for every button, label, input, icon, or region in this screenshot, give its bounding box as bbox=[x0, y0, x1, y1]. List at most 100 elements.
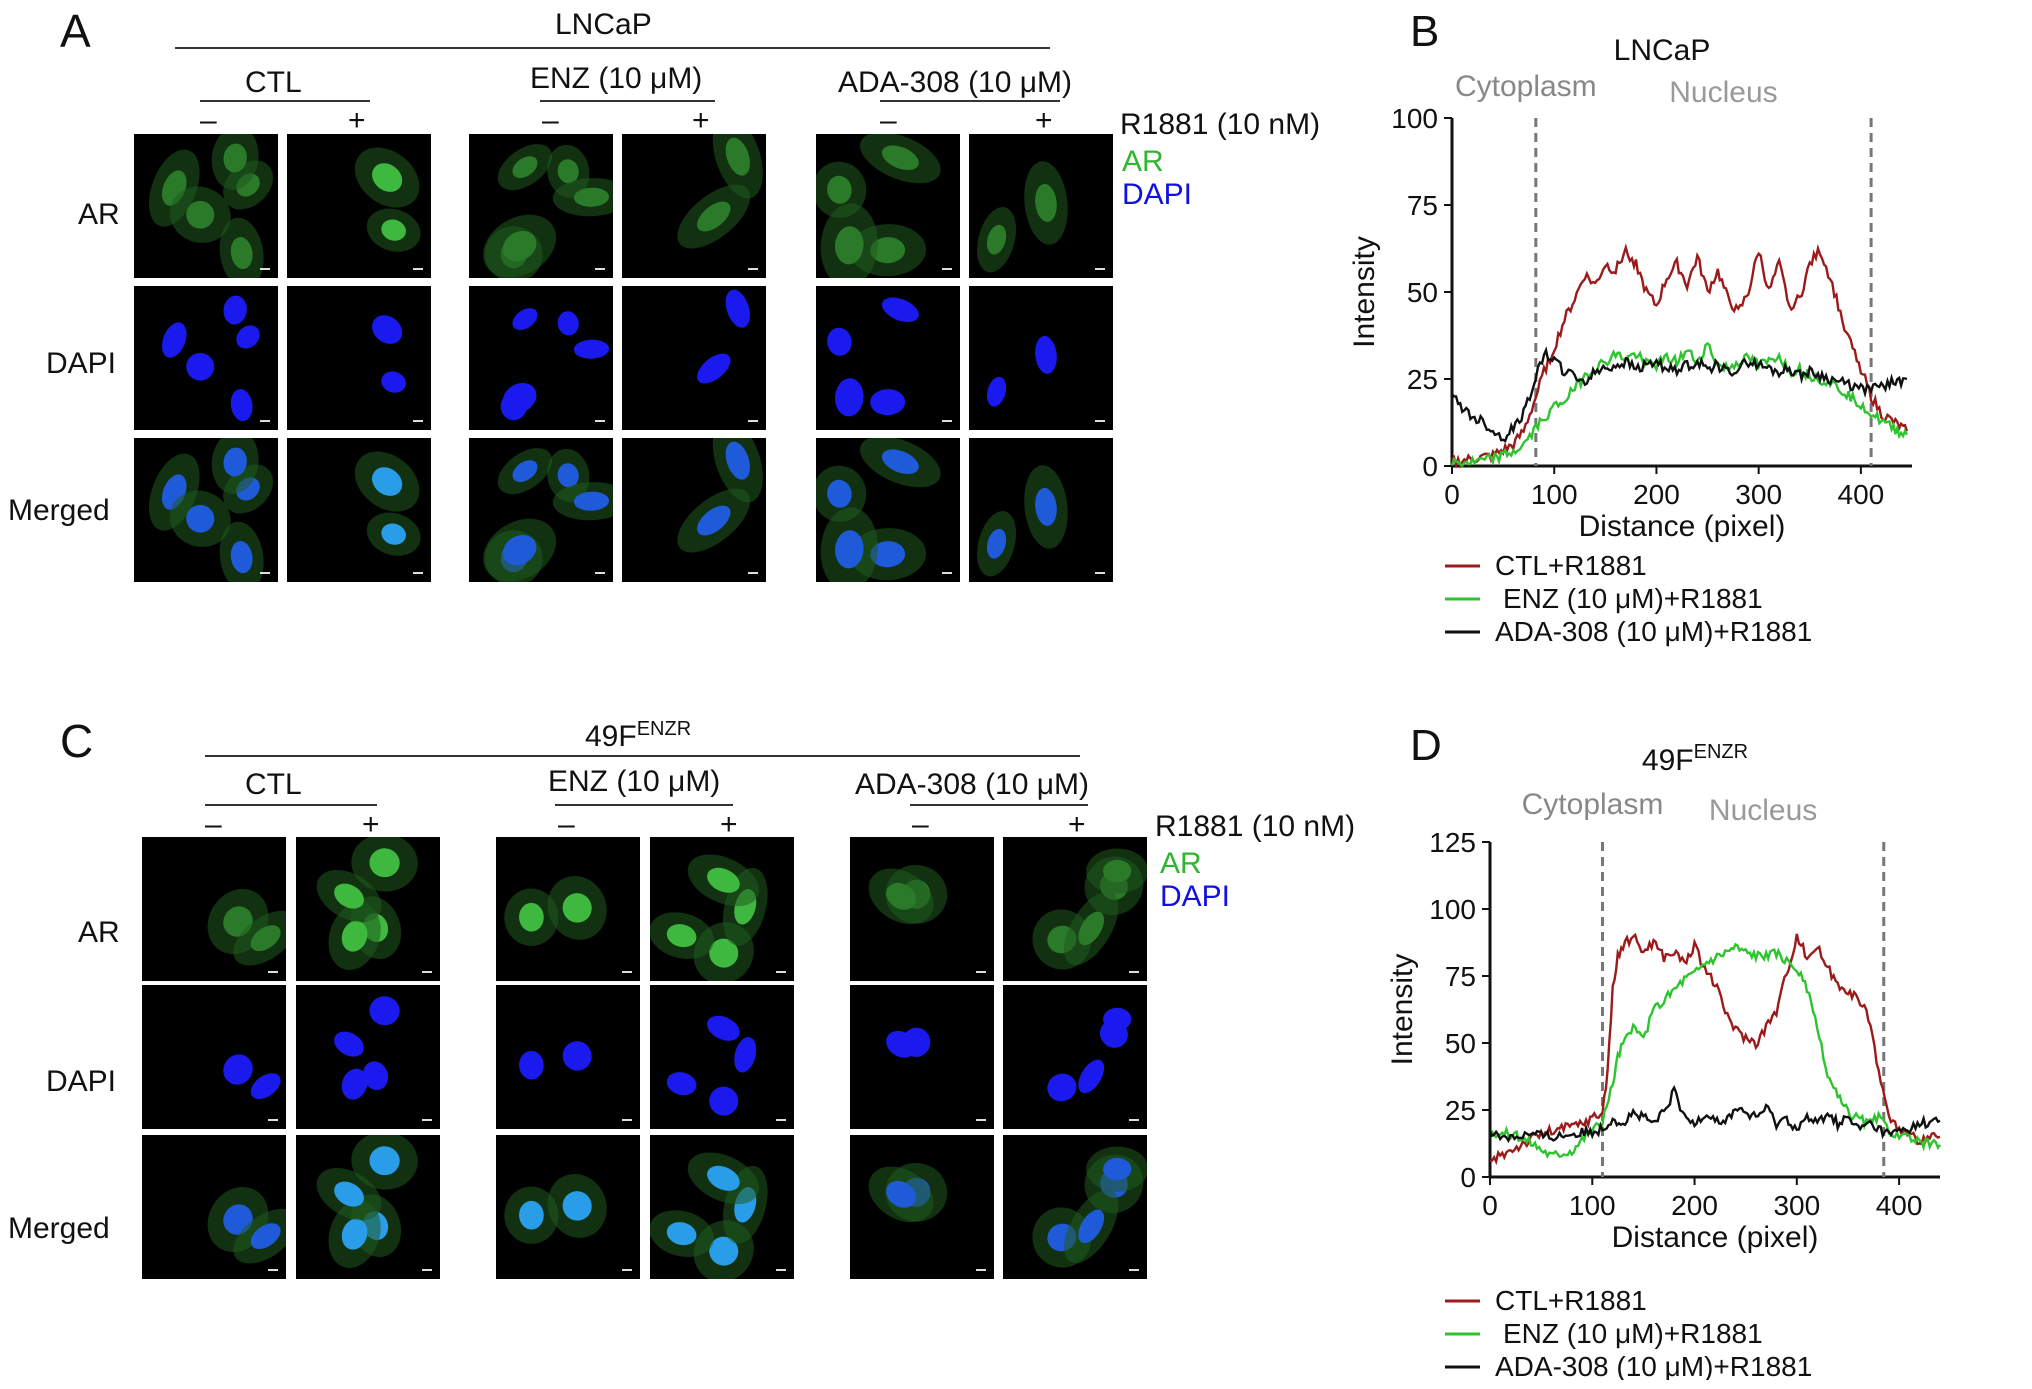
treatment-label: R1881 (10 nM) bbox=[1155, 810, 1356, 843]
group-bracket-ada bbox=[910, 804, 1088, 806]
row-label-ar: AR bbox=[78, 198, 120, 231]
y-tick-label: 50 bbox=[1407, 277, 1438, 308]
ar-micrograph bbox=[969, 134, 1113, 278]
cell-line-title: LNCaP bbox=[555, 8, 652, 41]
scale-bar bbox=[260, 572, 270, 574]
scale-bar bbox=[260, 420, 270, 422]
region-label-cytoplasm: Cytoplasm bbox=[1522, 788, 1664, 821]
merged-micrograph bbox=[650, 1135, 794, 1279]
x-axis-label: Distance (pixel) bbox=[1579, 510, 1786, 543]
merged-micrograph bbox=[622, 438, 766, 582]
plus-sign: + bbox=[692, 104, 710, 137]
y-axis-label: Intensity bbox=[1386, 954, 1419, 1066]
scale-bar bbox=[942, 420, 952, 422]
y-tick-label: 125 bbox=[1429, 827, 1476, 858]
plus-sign: + bbox=[720, 808, 738, 841]
dapi-micrograph bbox=[1003, 985, 1147, 1129]
scale-bar bbox=[776, 1119, 786, 1121]
scale-bar bbox=[622, 971, 632, 973]
ar-micrograph bbox=[469, 134, 613, 278]
x-tick-label: 0 bbox=[1482, 1190, 1498, 1221]
series-line bbox=[1489, 932, 1941, 1166]
cell-line-title: 49FENZR bbox=[585, 718, 692, 753]
dapi-micrograph bbox=[469, 286, 613, 430]
chart-title: LNCaP bbox=[1614, 34, 1711, 67]
y-tick-label: 100 bbox=[1391, 103, 1438, 134]
ar-micrograph bbox=[850, 837, 994, 981]
scale-bar bbox=[595, 572, 605, 574]
scale-bar bbox=[595, 420, 605, 422]
plus-sign: + bbox=[348, 104, 366, 137]
dapi-micrograph bbox=[287, 286, 431, 430]
merged-micrograph bbox=[296, 1135, 440, 1279]
series-line bbox=[1488, 1084, 1941, 1144]
panel-letter: D bbox=[1410, 721, 1442, 770]
scale-bar bbox=[1129, 1119, 1139, 1121]
group-bracket-ada bbox=[880, 100, 1060, 102]
legend-entry: ADA-308 (10 μM)+R1881 bbox=[1495, 1351, 1812, 1380]
scale-bar bbox=[1095, 572, 1105, 574]
x-tick-label: 400 bbox=[1876, 1190, 1923, 1221]
scale-bar bbox=[1095, 268, 1105, 270]
x-tick-label: 200 bbox=[1633, 479, 1680, 510]
y-axis-label: Intensity bbox=[1348, 236, 1381, 348]
minus-sign: – bbox=[205, 808, 222, 841]
cell-line-bracket bbox=[175, 47, 1050, 49]
plus-sign: + bbox=[1035, 104, 1053, 137]
merged-micrograph bbox=[134, 438, 278, 582]
scale-bar bbox=[942, 268, 952, 270]
dapi-micrograph bbox=[134, 286, 278, 430]
group-label-enz: ENZ (10 μM) bbox=[530, 62, 703, 95]
y-tick-label: 100 bbox=[1429, 894, 1476, 925]
group-bracket-ctl bbox=[200, 100, 370, 102]
dapi-micrograph bbox=[496, 985, 640, 1129]
minus-sign: – bbox=[542, 104, 559, 137]
dapi-micrograph bbox=[650, 985, 794, 1129]
row-label-merged: Merged bbox=[8, 494, 110, 527]
minus-sign: – bbox=[912, 808, 929, 841]
scale-bar bbox=[1129, 1269, 1139, 1271]
merged-micrograph bbox=[469, 438, 613, 582]
scale-bar bbox=[748, 420, 758, 422]
scale-bar bbox=[413, 268, 423, 270]
dapi-micrograph bbox=[296, 985, 440, 1129]
x-tick-label: 400 bbox=[1838, 479, 1885, 510]
legend-entry: ADA-308 (10 μM)+R1881 bbox=[1495, 616, 1812, 647]
x-axis-label: Distance (pixel) bbox=[1612, 1221, 1819, 1254]
scale-bar bbox=[942, 572, 952, 574]
ar-micrograph bbox=[816, 134, 960, 278]
group-label-ctl: CTL bbox=[245, 66, 302, 99]
y-tick-label: 50 bbox=[1445, 1028, 1476, 1059]
scale-bar bbox=[622, 1119, 632, 1121]
series-line bbox=[1451, 243, 1909, 469]
minus-sign: – bbox=[880, 104, 897, 137]
x-tick-label: 0 bbox=[1444, 479, 1460, 510]
group-label-ada: ADA-308 (10 μM) bbox=[855, 768, 1090, 801]
merged-micrograph bbox=[816, 438, 960, 582]
merged-micrograph bbox=[850, 1135, 994, 1279]
ar-micrograph bbox=[287, 134, 431, 278]
line-chart-d: D 49FENZR Cytoplasm Nucleus 0 25 50 75 100 125 0 10… bbox=[1386, 721, 1941, 1380]
scale-bar bbox=[748, 268, 758, 270]
scale-bar bbox=[622, 1269, 632, 1271]
ar-micrograph bbox=[142, 837, 286, 981]
legend-entry: ENZ (10 μM)+R1881 bbox=[1503, 583, 1763, 614]
y-tick-label: 0 bbox=[1422, 451, 1438, 482]
region-label-nucleus: Nucleus bbox=[1669, 76, 1777, 109]
scale-bar bbox=[260, 268, 270, 270]
treatment-label: R1881 (10 nM) bbox=[1120, 108, 1321, 141]
dapi-micrograph bbox=[142, 985, 286, 1129]
dapi-micrograph bbox=[969, 286, 1113, 430]
y-tick-label: 25 bbox=[1407, 364, 1438, 395]
merged-micrograph bbox=[287, 438, 431, 582]
group-label-ada: ADA-308 (10 μM) bbox=[838, 66, 1073, 99]
y-tick-label: 75 bbox=[1407, 190, 1438, 221]
legend-entry: ENZ (10 μM)+R1881 bbox=[1503, 1318, 1763, 1349]
ar-micrograph bbox=[1003, 837, 1147, 981]
scale-bar bbox=[1129, 971, 1139, 973]
x-tick-label: 100 bbox=[1531, 479, 1578, 510]
legend-ar: AR bbox=[1122, 145, 1164, 178]
scale-bar bbox=[413, 420, 423, 422]
line-chart-b: B LNCaP Cytoplasm Nucleus 0 25 50 75 100 0 100 200 3… bbox=[1348, 7, 1912, 647]
scale-bar bbox=[422, 1119, 432, 1121]
